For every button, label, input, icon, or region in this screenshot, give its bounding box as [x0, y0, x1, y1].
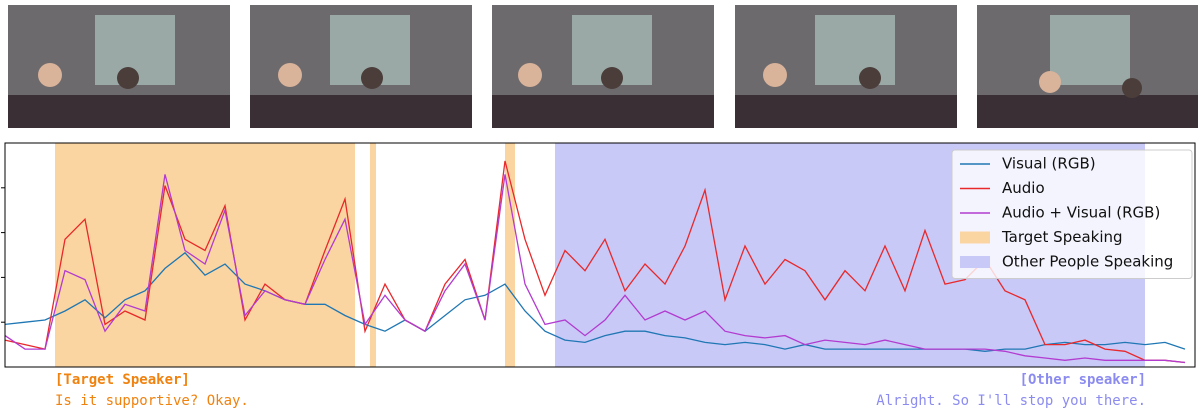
legend-label: Audio — [1002, 179, 1045, 197]
frame — [977, 5, 1198, 128]
legend-swatch — [960, 256, 990, 268]
plot: Visual (RGB) Audio Audio + Visual (RGB) Tar… — [1, 143, 1195, 409]
frame — [8, 5, 230, 128]
legend-label: Visual (RGB) — [1002, 155, 1096, 173]
legend-swatch — [960, 232, 990, 244]
figure: Visual (RGB) Audio Audio + Visual (RGB) Tar… — [0, 0, 1198, 414]
video-frames — [8, 5, 1198, 128]
speaking-span — [370, 143, 376, 367]
legend-label: Audio + Visual (RGB) — [1002, 204, 1160, 222]
speaking-span — [505, 143, 515, 367]
frame — [735, 5, 957, 128]
legend-label: Target Speaking — [1001, 228, 1123, 246]
annotation-text: Is it supportive? Okay. — [55, 393, 249, 409]
annotation-text: Alright. So I'll stop you there. — [876, 393, 1146, 409]
legend-label: Other People Speaking — [1002, 253, 1173, 271]
speaking-span — [55, 143, 355, 367]
frame — [250, 5, 472, 128]
frame — [492, 5, 714, 128]
annotation-title: [Other speaker] — [1020, 372, 1146, 388]
annotation-title: [Target Speaker] — [55, 372, 190, 388]
